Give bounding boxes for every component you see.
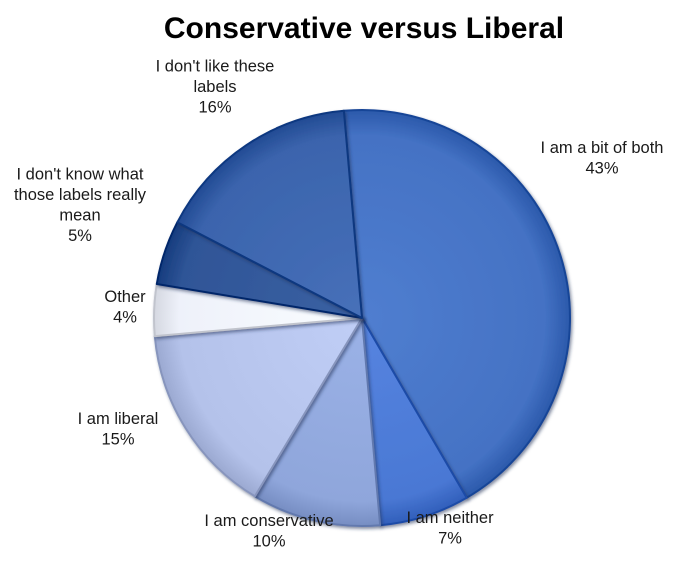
- slice-value-label: 16%: [198, 99, 231, 117]
- slice-value-label: 10%: [252, 532, 285, 550]
- slice-label-line: labels: [193, 78, 236, 96]
- pie-slice-3: [153, 317, 363, 498]
- slice-label-line: I am conservative: [204, 512, 333, 530]
- slice-value-label: 5%: [68, 227, 92, 245]
- slice-label-line: I don't know what: [17, 165, 144, 183]
- slice-label-3: I am liberal 15%: [78, 410, 159, 449]
- slice-label-line: Other: [104, 288, 146, 306]
- slice-label-line: those labels really: [14, 186, 147, 204]
- slice-label-line: I am neither: [406, 509, 494, 527]
- chart-title: Conservative versus Liberal: [164, 12, 564, 45]
- pie-labels: I am a bit of both 43%I am neither 7%I am …: [14, 58, 663, 551]
- slice-value-label: 7%: [438, 529, 462, 547]
- slice-label-line: mean: [59, 206, 100, 224]
- pie-slice-2: [253, 317, 382, 527]
- slice-label-line: I am a bit of both: [541, 139, 664, 157]
- slice-label-4: Other 4%: [104, 288, 146, 327]
- slice-label-line: I don't like these: [156, 58, 275, 76]
- slice-value-label: 15%: [101, 430, 134, 448]
- slice-label-6: I don't like these labels 16%: [156, 58, 275, 117]
- slice-label-2: I am conservative 10%: [204, 512, 333, 551]
- slice-label-0: I am a bit of both 43%: [541, 139, 664, 178]
- slice-label-5: I don't know what those labels really mean…: [14, 165, 147, 245]
- slice-label-line: I am liberal: [78, 410, 159, 428]
- slice-label-1: I am neither 7%: [406, 509, 494, 548]
- pie-slices: [153, 109, 571, 527]
- slice-value-label: 43%: [585, 159, 618, 177]
- pie-slice-6: [176, 109, 363, 319]
- pie-slice-0: [342, 109, 571, 499]
- slice-value-label: 4%: [113, 308, 137, 326]
